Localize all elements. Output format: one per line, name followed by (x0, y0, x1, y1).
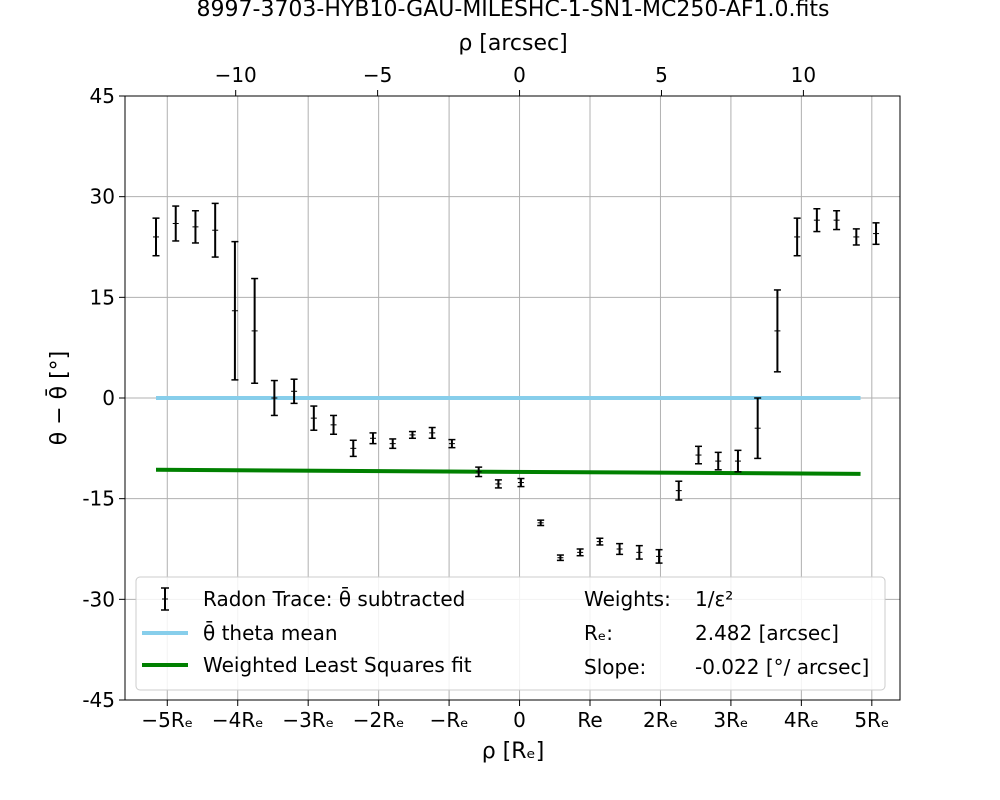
y-tick-label: 30 (90, 185, 115, 209)
error-bar-point (494, 479, 502, 489)
error-bar-point (517, 477, 525, 488)
error-bar-point (754, 397, 762, 460)
x-tick-label: −2Rₑ (353, 708, 405, 732)
y-tick-label: 15 (90, 285, 115, 309)
x-top-tick-label: −10 (215, 63, 257, 87)
error-bar-point (251, 277, 259, 384)
y-tick-label: 0 (102, 386, 115, 410)
error-bar-point (211, 202, 219, 258)
x-tick-label: 4Rₑ (784, 708, 819, 732)
legend-value-slope: -0.022 [°/ arcsec] (695, 655, 869, 679)
x-axis-top-ticks: −10 −5 0 5 10 (215, 63, 816, 96)
error-bar-point (596, 537, 604, 546)
x-tick-label: 3Rₑ (713, 708, 748, 732)
y-tick-label: -15 (82, 487, 115, 511)
data-points (152, 202, 880, 564)
x-tick-label: Re (577, 708, 602, 732)
error-bar-point (231, 240, 239, 381)
x-top-tick-label: 5 (655, 63, 668, 87)
x-top-tick-label: 0 (513, 63, 526, 87)
error-bar-point (369, 432, 377, 445)
legend-label-theta-mean: θ̄ theta mean (203, 620, 338, 645)
x-tick-label: 5Rₑ (854, 708, 889, 732)
x-top-tick-label: 10 (791, 63, 816, 87)
x-top-tick-label: −5 (363, 63, 392, 87)
error-bar-point (616, 542, 624, 556)
error-bar-point (310, 405, 318, 431)
legend-marker-radon-trace (161, 587, 169, 611)
x-tick-label: 2Rₑ (643, 708, 678, 732)
error-bar-point (191, 210, 199, 244)
error-bar-point (813, 207, 821, 233)
x-tick-label: 0 (513, 708, 526, 732)
error-bar-point (475, 466, 483, 478)
error-bar-point (675, 480, 683, 501)
error-bar-point (428, 426, 436, 440)
error-bar-point (655, 548, 663, 564)
x-axis-top-title: ρ [arcsec] (458, 31, 567, 56)
y-axis-ticks: 45 30 15 0 -15 -30 -45 (82, 84, 125, 712)
error-bar-point (773, 289, 781, 373)
error-bar-point (734, 449, 742, 473)
legend-frame (135, 576, 886, 691)
y-tick-label: -45 (82, 688, 115, 712)
legend-value-weights: 1/ε² (695, 587, 733, 611)
error-bar-point (408, 430, 416, 440)
error-bar-point (833, 210, 841, 231)
error-bar-point (714, 451, 722, 471)
x-axis-bottom-ticks: −5Rₑ −4Rₑ −3Rₑ −2Rₑ −Rₑ 0 Re 2Rₑ 3Rₑ 4Rₑ 5Rₑ (141, 700, 889, 732)
error-bar-point (635, 544, 643, 560)
error-bar-point (695, 445, 702, 465)
error-bar-point (793, 217, 801, 257)
error-bar-point (152, 217, 160, 257)
x-axis-bottom-title: ρ [Rₑ] (482, 739, 545, 764)
legend-value-re: 2.482 [arcsec] (695, 621, 839, 645)
legend-key-re: Rₑ: (584, 621, 613, 645)
legend-key-weights: Weights: (584, 587, 671, 611)
error-bar-point (330, 414, 338, 435)
error-bar-point (576, 548, 584, 557)
error-bar-point (290, 378, 298, 405)
y-tick-label: 45 (90, 84, 115, 108)
wls-fit-line (155, 467, 861, 476)
series-lines (155, 396, 861, 476)
error-bar-point (349, 439, 357, 458)
x-tick-label: −4Rₑ (212, 708, 264, 732)
error-bar-point (537, 519, 545, 527)
legend-label-radon-trace: Radon Trace: θ̄ subtracted (203, 586, 465, 611)
error-bar-point (852, 228, 860, 246)
error-bar-point (172, 205, 180, 242)
legend-key-slope: Slope: (584, 655, 646, 679)
error-bar-point (556, 554, 564, 562)
y-axis-title: θ − θ̄ [°] (46, 351, 72, 446)
x-tick-label: −Rₑ (430, 708, 469, 732)
error-bar-point (270, 379, 278, 417)
x-tick-label: −3Rₑ (282, 708, 334, 732)
chart-title: 8997-3703-HYB10-GAU-MILESHC-1-SN1-MC250-… (197, 0, 830, 22)
error-bar-point (448, 438, 456, 449)
legend: Radon Trace: θ̄ subtracted θ̄ theta mean… (135, 576, 886, 691)
error-bar-point (872, 222, 880, 246)
error-bar-point (389, 438, 397, 450)
x-tick-label: −5Rₑ (141, 708, 193, 732)
y-tick-label: -30 (82, 587, 115, 611)
legend-label-wls-fit: Weighted Least Squares fit (203, 653, 472, 677)
